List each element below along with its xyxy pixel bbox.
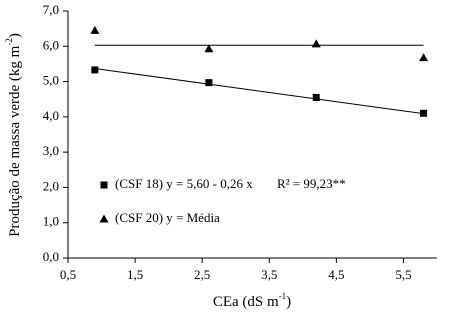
marker	[91, 66, 99, 74]
y-tick-label: 6,0	[43, 37, 59, 52]
marker	[311, 39, 321, 48]
fit-line	[94, 68, 424, 115]
y-tick-label: 4,0	[43, 108, 59, 123]
y-label-end: )	[7, 33, 23, 38]
x-label-sup: -1	[279, 291, 287, 301]
marker	[90, 25, 100, 34]
legend-marker	[100, 181, 108, 189]
legend-label: (CSF 18) y = 5,60 - 0,26 x	[115, 176, 253, 191]
y-axis-label: Produção de massa verde (kg m-2)	[4, 33, 23, 237]
y-tick-label: 2,0	[43, 178, 59, 193]
legend-label: (CSF 20) y = Média	[115, 210, 220, 225]
x-axis-label: CEa (dS m-1)	[213, 291, 291, 310]
y-label-sup: -2	[4, 38, 14, 46]
y-tick-label: 5,0	[43, 73, 59, 88]
x-tick-label: 1,5	[127, 267, 143, 282]
legend-marker	[99, 214, 109, 223]
marker	[205, 79, 213, 87]
x-tick-label: 4,5	[328, 267, 344, 282]
x-tick-label: 3,5	[261, 267, 277, 282]
marker	[420, 109, 428, 117]
marker	[312, 93, 320, 101]
y-tick-label: 0,0	[43, 249, 59, 264]
y-tick-label: 7,0	[43, 2, 59, 17]
annotation: R² = 99,23**	[277, 176, 346, 191]
x-tick-label: 2,5	[194, 267, 210, 282]
marker	[204, 44, 214, 53]
x-label-end: )	[286, 294, 291, 310]
marker	[419, 53, 429, 62]
y-tick-label: 1,0	[43, 214, 59, 229]
y-label-main: Produção de massa verde (kg m	[7, 45, 23, 237]
x-tick-label: 5,5	[395, 267, 411, 282]
y-tick-label: 3,0	[43, 143, 59, 158]
x-tick-label: 0,5	[60, 267, 76, 282]
x-label-main: CEa (dS m	[213, 294, 279, 310]
